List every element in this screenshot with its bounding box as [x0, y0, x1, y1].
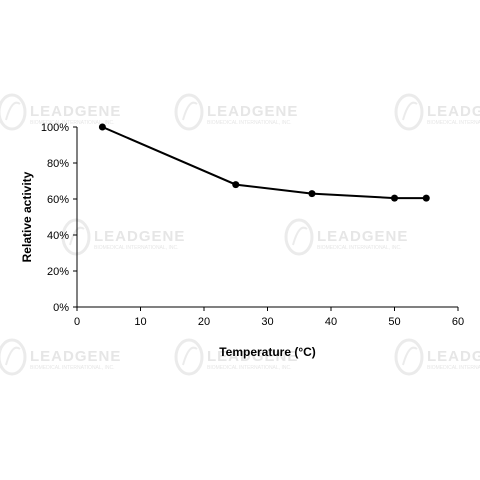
data-point — [422, 194, 430, 202]
watermark-leaf-icon — [292, 226, 308, 246]
y-tick-label: 0% — [53, 302, 69, 314]
watermark-brand: LEADGENE — [207, 103, 298, 120]
y-tick-label: 100% — [41, 122, 69, 134]
watermark-leaf-icon — [182, 101, 198, 121]
watermark-leaf-icon — [5, 101, 21, 121]
x-tick-label: 40 — [325, 316, 337, 328]
watermark-subtitle: BIOMEDICAL INTERNATIONAL, INC. — [94, 245, 178, 251]
watermark-leaf-icon — [402, 346, 418, 366]
watermark-subtitle: BIOMEDICAL INTERNATIONAL, INC. — [427, 120, 480, 126]
watermark-leaf-icon — [402, 101, 418, 121]
watermark-logo-icon — [174, 338, 204, 376]
y-tick-label: 40% — [47, 230, 69, 242]
watermark-subtitle: BIOMEDICAL INTERNATIONAL, INC. — [427, 365, 480, 371]
series-line — [102, 126, 427, 200]
watermark-logo-icon — [174, 93, 204, 131]
watermark-brand: LEADGENE — [207, 348, 298, 365]
y-tick-label: 60% — [47, 194, 69, 206]
watermark-subtitle: BIOMEDICAL INTERNATIONAL, INC. — [30, 365, 114, 371]
watermark-brand: LEADGENE — [427, 103, 480, 120]
x-tick-label: 60 — [452, 316, 464, 328]
watermark-brand: LEADGENE — [30, 348, 121, 365]
x-tick-label: 20 — [198, 316, 210, 328]
watermark-logo-icon — [394, 338, 424, 376]
watermark-subtitle: BIOMEDICAL INTERNATIONAL, INC. — [207, 365, 291, 371]
watermark-leaf-icon — [182, 346, 198, 366]
watermark-brand: LEADGENE — [94, 228, 185, 245]
data-point — [232, 181, 240, 189]
x-tick-label: 50 — [388, 316, 400, 328]
watermark-brand: LEADGENE — [317, 228, 408, 245]
watermark-logo-icon — [0, 338, 27, 376]
watermark-logo-icon — [284, 218, 314, 256]
watermark-subtitle: BIOMEDICAL INTERNATIONAL, INC. — [30, 120, 114, 126]
watermark-logo-icon — [394, 93, 424, 131]
watermark-brand: LEADGENE — [30, 103, 121, 120]
x-tick-label: 10 — [134, 316, 146, 328]
watermark-subtitle: BIOMEDICAL INTERNATIONAL, INC. — [317, 245, 401, 251]
data-point — [98, 123, 106, 131]
watermark-leaf-icon — [5, 346, 21, 366]
watermark-logo-icon — [0, 93, 27, 131]
data-point — [391, 194, 398, 202]
watermark-logo-icon — [61, 218, 91, 256]
y-tick-label: 80% — [47, 158, 69, 170]
watermark-brand: LEADGENE — [427, 348, 480, 365]
x-tick-label: 0 — [74, 316, 80, 328]
x-tick-label: 30 — [261, 316, 273, 328]
y-axis-title: Relative activity — [20, 171, 34, 262]
plot-area: 0% 20% 40% 60% 80% 100% 0 10 20 30 40 50 60 Temperatu… — [20, 122, 464, 359]
x-axis-title: Temperature (°C) — [219, 345, 316, 359]
y-tick-label: 20% — [47, 266, 69, 278]
watermark-subtitle: BIOMEDICAL INTERNATIONAL, INC. — [207, 120, 291, 126]
data-point — [308, 190, 316, 198]
